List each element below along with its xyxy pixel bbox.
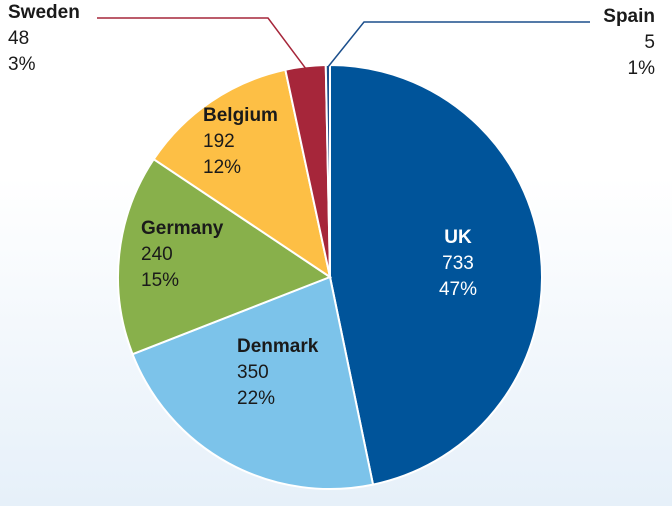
pie-slice-denmark: [131, 275, 375, 490]
leader-line-sweden: [97, 17, 307, 69]
slice-label-denmark: Denmark 350 22%: [237, 336, 319, 409]
slice-label-uk: UK 733 47%: [439, 227, 477, 300]
slice-label-spain: Spain 5 1%: [603, 6, 655, 79]
slice-name-sweden: Sweden: [8, 2, 80, 23]
slice-percent-belgium: 12%: [203, 157, 241, 178]
slice-name-belgium: Belgium: [203, 105, 278, 126]
slice-value-uk: 733: [442, 253, 474, 274]
pie-slices: [117, 63, 543, 490]
slice-label-belgium: Belgium 192 12%: [203, 105, 278, 178]
slice-label-sweden: Sweden 48 3%: [8, 2, 80, 75]
pie-slice-belgium: [152, 68, 332, 280]
slice-labels: UK 733 47% Denmark 350 22% Germany 240 15% Belgiu…: [8, 2, 655, 409]
slice-value-denmark: 350: [237, 362, 269, 383]
slice-name-spain: Spain: [603, 6, 655, 27]
leader-line-spain: [327, 21, 590, 68]
slice-value-sweden: 48: [8, 28, 29, 49]
slice-percent-sweden: 3%: [8, 54, 36, 75]
slice-label-germany: Germany 240 15%: [141, 218, 224, 291]
slice-value-spain: 5: [644, 32, 655, 53]
pie-slice-germany: [117, 157, 333, 356]
slice-value-germany: 240: [141, 244, 173, 265]
pie-slice-uk: [329, 63, 543, 486]
leader-lines: [97, 17, 590, 69]
slice-percent-uk: 47%: [439, 279, 477, 300]
slice-value-belgium: 192: [203, 131, 235, 152]
slice-percent-germany: 15%: [141, 270, 179, 291]
slice-name-germany: Germany: [141, 218, 224, 239]
slice-percent-spain: 1%: [628, 58, 656, 79]
slice-name-uk: UK: [444, 227, 472, 248]
slice-name-denmark: Denmark: [237, 336, 319, 357]
slice-percent-denmark: 22%: [237, 388, 275, 409]
